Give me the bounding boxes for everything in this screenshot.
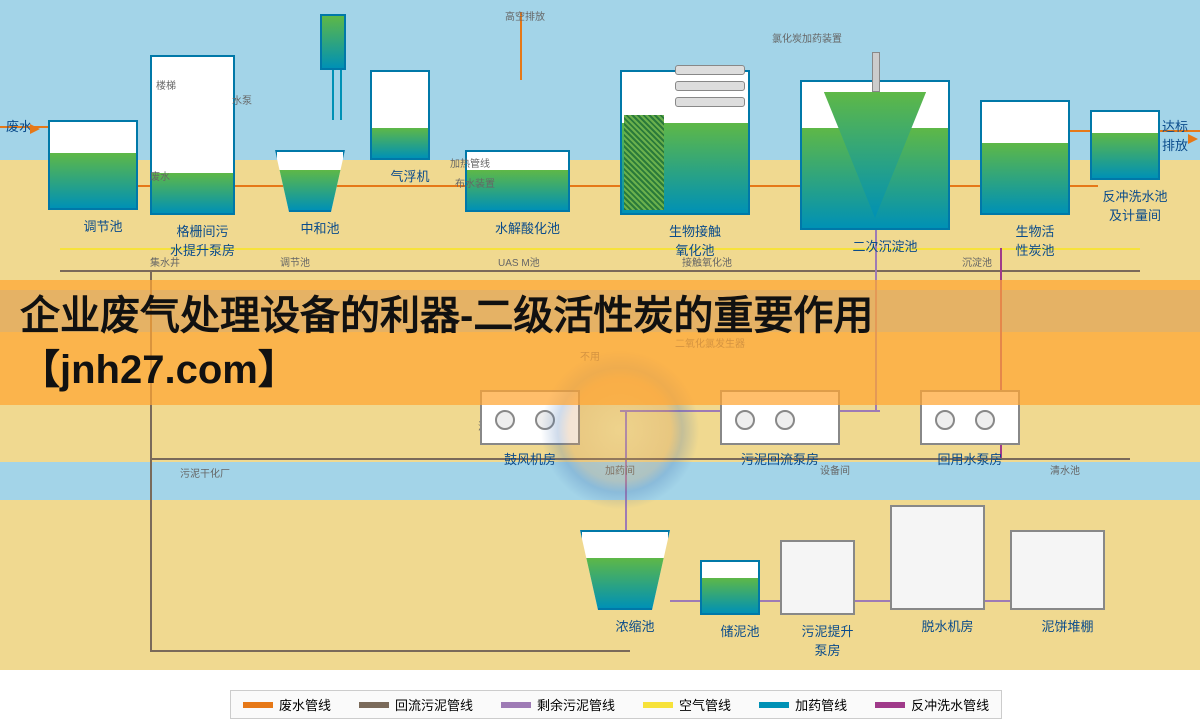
pipe bbox=[150, 650, 630, 652]
dosing-tower bbox=[320, 14, 346, 70]
annotation-label: 接触氧化池 bbox=[682, 254, 732, 269]
annotation-label: 清水池 bbox=[1050, 462, 1080, 477]
legend-swatch bbox=[359, 702, 389, 708]
annotation-label: UAS M池 bbox=[498, 254, 540, 269]
legend-label: 剩余污泥管线 bbox=[537, 695, 615, 714]
tank-label-lift: 污泥提升泵房 bbox=[780, 621, 875, 659]
legend-item: 废水管线 bbox=[243, 695, 331, 714]
legend-item: 剩余污泥管线 bbox=[501, 695, 615, 714]
title-banner: 企业废气处理设备的利器-二级活性炭的重要作用【jnh27.com】 bbox=[0, 280, 1200, 405]
pump-icon bbox=[495, 410, 515, 430]
tank-label-backwash: 反冲洗水池及计量间 bbox=[1090, 186, 1180, 224]
room-label-return: 污泥回流泵房 bbox=[720, 449, 840, 468]
tank-lift bbox=[780, 540, 855, 615]
room-label-reuse: 回用水泵房 bbox=[920, 449, 1020, 468]
tank-label-adjust: 调节池 bbox=[48, 216, 158, 235]
tank-water bbox=[982, 143, 1068, 213]
pump-icon bbox=[775, 410, 795, 430]
annotation-label: 加热管线 bbox=[450, 155, 490, 170]
legend-item: 回流污泥管线 bbox=[359, 695, 473, 714]
tank-label-thicken: 浓缩池 bbox=[580, 616, 690, 635]
annotation-label: 集水井 bbox=[150, 254, 180, 269]
legend-item: 加药管线 bbox=[759, 695, 847, 714]
tank-water bbox=[702, 578, 758, 613]
tank-cake bbox=[1010, 530, 1105, 610]
extra-label: 楼梯 bbox=[156, 77, 176, 92]
legend-item: 反冲洗水管线 bbox=[875, 695, 989, 714]
annotation-label: 废水 bbox=[150, 168, 170, 183]
legend-label: 回流污泥管线 bbox=[395, 695, 473, 714]
pipe-legend: 废水管线 回流污泥管线 剩余污泥管线 空气管线 加药管线 反冲洗水管线 bbox=[230, 690, 1002, 719]
annotation-label: 布水装置 bbox=[455, 175, 495, 190]
tank-float bbox=[370, 70, 430, 160]
inlet-arrow-icon bbox=[30, 124, 40, 134]
annotation-label: 氯化炭加药装置 bbox=[772, 30, 842, 45]
annotation-label: 调节池 bbox=[280, 254, 310, 269]
legend-label: 加药管线 bbox=[795, 695, 847, 714]
legend-swatch bbox=[501, 702, 531, 708]
tank-water bbox=[50, 153, 136, 208]
pump-icon bbox=[975, 410, 995, 430]
outlet-arrow-icon bbox=[1188, 134, 1198, 144]
legend-swatch bbox=[759, 702, 789, 708]
legend-swatch bbox=[243, 702, 273, 708]
legend-swatch bbox=[875, 702, 905, 708]
tank-label-dewater: 脱水机房 bbox=[890, 616, 1005, 635]
tank-label-sludge: 储泥池 bbox=[700, 621, 780, 640]
tank-sludge bbox=[700, 560, 760, 615]
tank-secondary bbox=[800, 80, 950, 230]
tank-label-secondary: 二次沉淀池 bbox=[800, 236, 970, 255]
annotation-label: 高空排放 bbox=[505, 8, 545, 23]
process-diagram: 调节池格栅间污水提升泵房楼梯中和池气浮机水解酸化池生物接触氧化池二次沉淀池生物活… bbox=[0, 0, 1200, 718]
pipe bbox=[60, 270, 1140, 272]
legend-swatch bbox=[643, 702, 673, 708]
banner-line2: 【jnh27.com】 bbox=[20, 348, 298, 392]
bio-media-pack bbox=[624, 115, 664, 210]
outlet-label: 达标排放 bbox=[1162, 116, 1188, 154]
bio-media-disc bbox=[675, 97, 745, 107]
tank-label-hydrolysis: 水解酸化池 bbox=[465, 218, 590, 237]
tank-water bbox=[1092, 133, 1158, 178]
pump-icon bbox=[735, 410, 755, 430]
title-banner-text: 企业废气处理设备的利器-二级活性炭的重要作用【jnh27.com】 bbox=[20, 289, 873, 397]
bio-media-disc bbox=[675, 81, 745, 91]
legend-label: 废水管线 bbox=[279, 695, 331, 714]
pipe bbox=[138, 185, 1098, 187]
tank-water bbox=[372, 128, 428, 158]
tank-label-bio_carbon: 生物活性炭池 bbox=[980, 221, 1090, 259]
annotation-label: 水泵 bbox=[232, 92, 252, 107]
legend-label: 空气管线 bbox=[679, 695, 731, 714]
tank-label-neutral: 中和池 bbox=[275, 218, 365, 237]
tank-backwash bbox=[1090, 110, 1160, 180]
banner-line1: 企业废气处理设备的利器-二级活性炭的重要作用 bbox=[20, 294, 873, 338]
pump-icon bbox=[935, 410, 955, 430]
tank-dewater bbox=[890, 505, 985, 610]
annotation-label: 污泥干化厂 bbox=[180, 465, 230, 480]
tank-bio_carbon bbox=[980, 100, 1070, 215]
annotation-label: 沉淀池 bbox=[962, 254, 992, 269]
legend-item: 空气管线 bbox=[643, 695, 731, 714]
bio-media-disc bbox=[675, 65, 745, 75]
legend-label: 反冲洗水管线 bbox=[911, 695, 989, 714]
tank-label-float: 气浮机 bbox=[370, 166, 450, 185]
inlet-label: 废水 bbox=[6, 116, 32, 135]
tank-label-cake: 泥饼堆棚 bbox=[1010, 616, 1125, 635]
tank-adjust bbox=[48, 120, 138, 210]
